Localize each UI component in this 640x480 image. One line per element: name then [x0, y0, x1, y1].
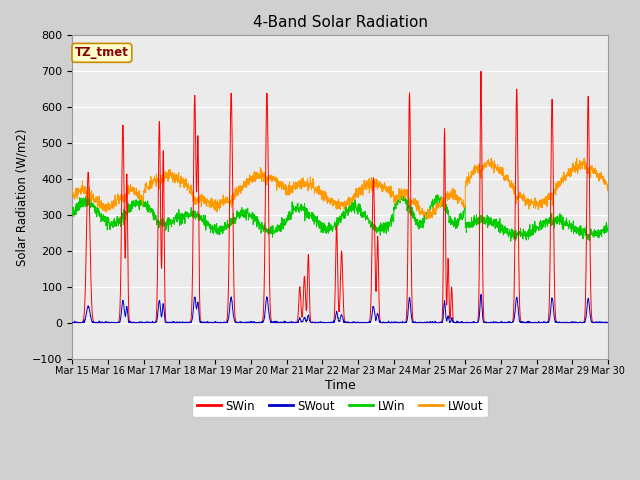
SWout — [68, 320, 76, 325]
X-axis label: Time: Time — [324, 379, 356, 392]
LWin — [367, 224, 375, 229]
LWin — [68, 211, 76, 216]
SWin — [496, 320, 504, 325]
SWin — [477, 69, 485, 74]
LWout — [496, 164, 504, 170]
SWout — [477, 291, 485, 297]
LWout — [68, 188, 76, 193]
LWin — [604, 222, 612, 228]
LWout — [422, 216, 429, 222]
SWin — [68, 320, 76, 325]
LWout — [218, 197, 225, 203]
Line: LWin: LWin — [72, 195, 608, 241]
SWin — [218, 320, 225, 325]
Line: SWin: SWin — [72, 72, 608, 323]
SWout — [218, 320, 226, 325]
LWout — [356, 189, 364, 194]
Line: SWout: SWout — [72, 294, 608, 323]
LWout — [557, 181, 564, 187]
Y-axis label: Solar Radiation (W/m2): Solar Radiation (W/m2) — [15, 128, 28, 266]
SWin — [367, 293, 375, 299]
LWin — [557, 218, 565, 224]
SWin — [604, 320, 612, 325]
SWout — [557, 320, 565, 325]
SWout — [496, 320, 504, 325]
SWin — [497, 320, 505, 325]
SWout — [367, 316, 375, 322]
LWin — [356, 206, 364, 212]
Legend: SWin, SWout, LWin, LWout: SWin, SWout, LWin, LWout — [192, 395, 488, 417]
SWin — [557, 320, 565, 325]
SWout — [356, 320, 364, 325]
Title: 4-Band Solar Radiation: 4-Band Solar Radiation — [253, 15, 428, 30]
LWout — [572, 165, 580, 170]
LWin — [496, 216, 504, 221]
LWout — [580, 155, 588, 161]
SWout — [604, 319, 612, 325]
Line: LWout: LWout — [72, 158, 608, 219]
LWin — [218, 227, 225, 232]
LWin — [507, 238, 515, 244]
LWin — [434, 192, 442, 198]
LWout — [367, 182, 375, 188]
LWin — [572, 224, 580, 230]
SWout — [68, 320, 76, 325]
SWin — [356, 320, 364, 325]
Text: TZ_tmet: TZ_tmet — [75, 47, 129, 60]
LWout — [604, 187, 612, 192]
SWin — [572, 320, 580, 325]
SWout — [572, 320, 580, 325]
